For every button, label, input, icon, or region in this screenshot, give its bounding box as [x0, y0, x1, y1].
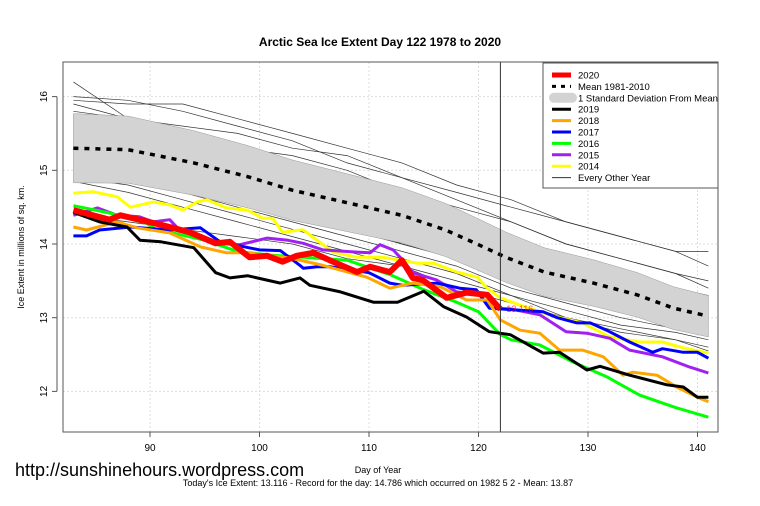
legend-label: 2016	[578, 139, 599, 150]
series-line-2015	[72, 206, 709, 375]
other-year-line	[73, 99, 709, 267]
legend-label: 2014	[578, 162, 599, 173]
y-tick-label: 13	[39, 312, 50, 324]
year-series	[72, 190, 710, 419]
legend-label: 1 Standard Deviation From Mean	[578, 93, 718, 104]
y-tick-label: 14	[39, 238, 50, 250]
legend-label: 2015	[578, 150, 599, 161]
series-line-2019	[72, 210, 709, 399]
legend-label: 2018	[578, 116, 599, 127]
current-day-marker: 13.116	[499, 62, 533, 432]
y-tick-label: 16	[39, 91, 50, 103]
legend-box	[542, 62, 719, 189]
x-axis-label: Day of Year	[355, 465, 402, 475]
y-tick-label: 12	[39, 385, 50, 397]
x-tick-label: 140	[689, 443, 706, 454]
std-dev-band	[73, 113, 709, 338]
legend-label: 2020	[578, 71, 599, 82]
x-tick-label: 130	[580, 443, 597, 454]
x-tick-label: 110	[361, 443, 377, 454]
y-axis-label: Ice Extent in millions of sq. km.	[16, 185, 26, 309]
x-tick-label: 100	[251, 443, 268, 454]
axes: 90 100 110 120 130 140 12 13 14 15 16	[39, 91, 706, 454]
legend-swatch-1-standard-deviation-from-mean	[549, 92, 577, 103]
series-line-2020	[72, 207, 503, 312]
chart-title: Arctic Sea Ice Extent Day 122 1978 to 20…	[259, 35, 501, 49]
y-tick-label: 15	[39, 164, 50, 176]
legend-label: Mean 1981-2010	[578, 82, 650, 93]
legend-label: Every Other Year	[578, 173, 650, 184]
current-value-label: 13.116	[506, 304, 533, 314]
x-tick-label: 90	[144, 443, 156, 454]
legend-label: 2019	[578, 105, 599, 116]
watermark-url: http://sunshinehours.wordpress.com	[15, 460, 304, 480]
x-tick-label: 120	[470, 443, 487, 454]
legend-label: 2017	[578, 128, 599, 139]
footer-stats: Today's Ice Extent: 13.116 - Record for …	[183, 478, 573, 488]
std-dev-band-area	[73, 113, 709, 338]
